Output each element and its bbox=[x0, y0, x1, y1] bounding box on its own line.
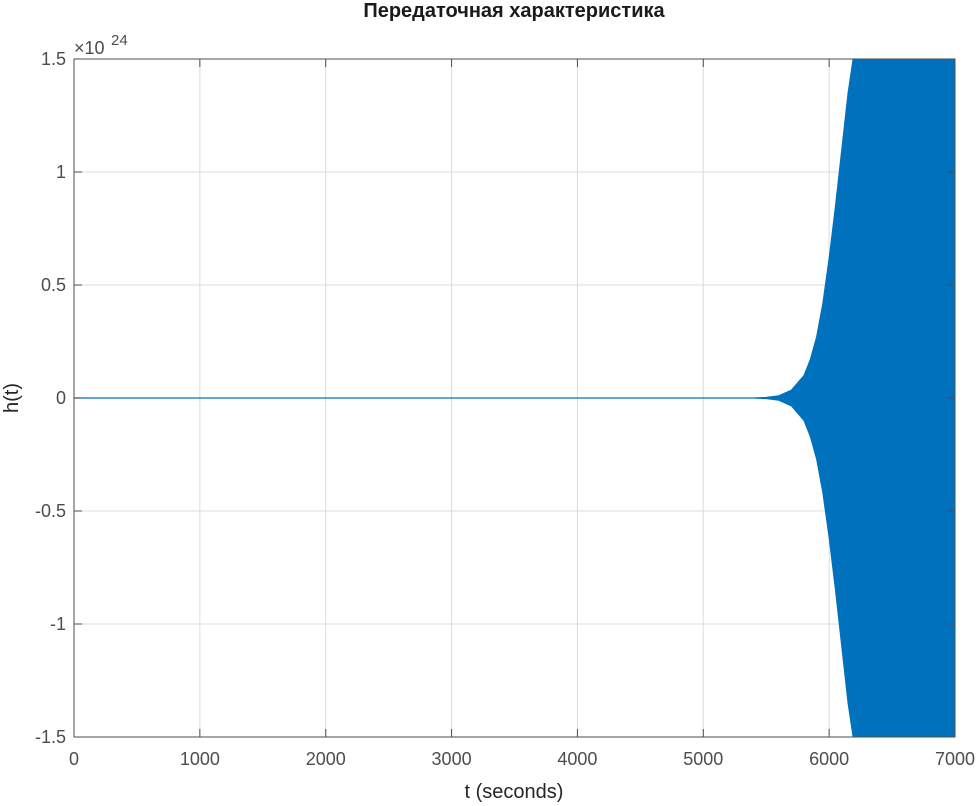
y-tick-label: 0.5 bbox=[41, 275, 66, 295]
chart-title: Передаточная характеристика bbox=[363, 0, 665, 22]
y-tick-label: -1 bbox=[50, 614, 66, 634]
x-tick-label: 6000 bbox=[809, 749, 849, 769]
y-exponent-power: 24 bbox=[111, 32, 128, 49]
x-tick-label: 2000 bbox=[306, 749, 346, 769]
y-tick-label: 0 bbox=[56, 388, 66, 408]
y-tick-label: -0.5 bbox=[35, 501, 66, 521]
x-axis-ticks: 0 1000 2000 3000 4000 5000 6000 7000 bbox=[69, 59, 975, 769]
x-tick-label: 7000 bbox=[935, 749, 975, 769]
y-tick-label: 1.5 bbox=[41, 49, 66, 69]
y-axis-exponent: ×10 24 bbox=[74, 32, 128, 58]
x-tick-label: 5000 bbox=[683, 749, 723, 769]
y-tick-label: -1.5 bbox=[35, 727, 66, 747]
y-axis-ticks: -1.5 -1 -0.5 0 0.5 1 1.5 bbox=[35, 49, 955, 747]
x-tick-label: 0 bbox=[69, 749, 79, 769]
x-axis-label: t (seconds) bbox=[465, 781, 564, 803]
x-tick-label: 4000 bbox=[557, 749, 597, 769]
y-tick-label: 1 bbox=[56, 162, 66, 182]
x-tick-label: 1000 bbox=[180, 749, 220, 769]
data-layer bbox=[74, 58, 956, 738]
y-exponent-base: ×10 bbox=[74, 38, 105, 58]
x-tick-label: 3000 bbox=[432, 749, 472, 769]
y-axis-label: h(t) bbox=[1, 383, 23, 413]
